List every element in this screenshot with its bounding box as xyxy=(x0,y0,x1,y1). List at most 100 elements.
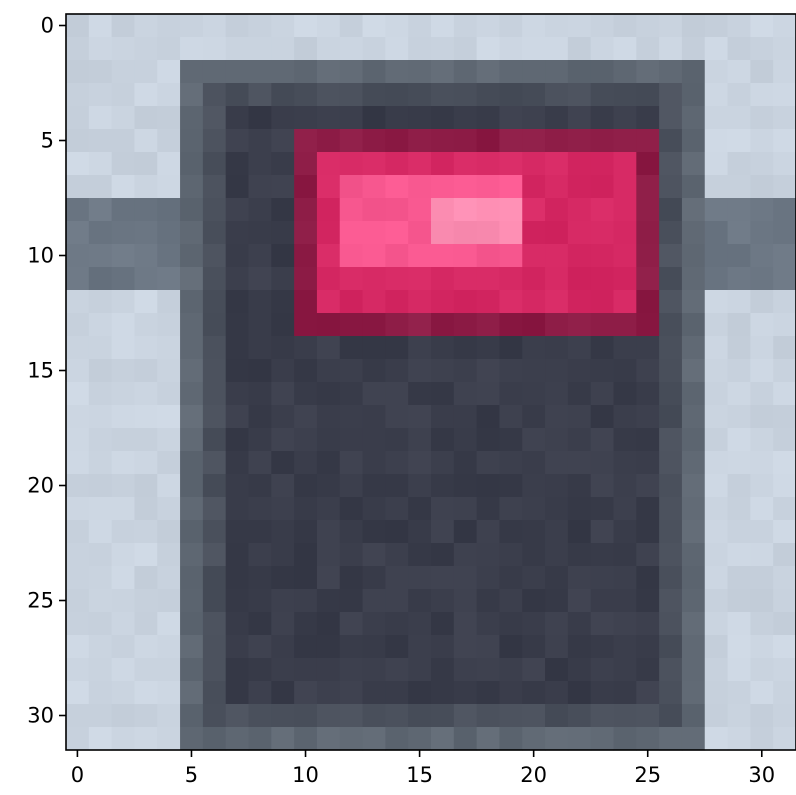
pixel-cell xyxy=(522,83,546,107)
y-tick-label: 15 xyxy=(27,359,54,383)
pixel-cell xyxy=(453,428,478,452)
pixel-cell xyxy=(180,336,204,360)
pixel-cell xyxy=(202,313,227,337)
pixel-cell xyxy=(180,290,204,314)
pixel-cell xyxy=(750,106,774,130)
pixel-cell xyxy=(316,313,341,337)
pixel-cell xyxy=(385,175,409,199)
pixel-cell xyxy=(545,60,569,84)
pixel-cell xyxy=(408,83,432,107)
pixel-cell xyxy=(750,497,774,521)
pixel-cell xyxy=(681,198,706,222)
pixel-cell xyxy=(294,382,318,406)
pixel-cell xyxy=(545,37,569,61)
pixel-cell xyxy=(385,589,409,613)
pixel-cell xyxy=(408,520,432,544)
pixel-cell xyxy=(750,244,774,268)
pixel-cell xyxy=(590,106,615,130)
pixel-cell xyxy=(180,382,204,406)
pixel-cell xyxy=(66,612,90,636)
pixel-cell xyxy=(773,152,796,176)
pixel-cell xyxy=(66,152,90,176)
pixel-cell xyxy=(431,290,455,314)
pixel-cell xyxy=(522,290,546,314)
pixel-cell xyxy=(248,14,272,38)
pixel-cell xyxy=(545,543,569,567)
pixel-cell xyxy=(362,60,386,84)
pixel-cell xyxy=(681,474,706,498)
pixel-cell xyxy=(704,635,729,659)
pixel-cell xyxy=(339,106,364,130)
pixel-cell xyxy=(773,543,796,567)
pixel-cell xyxy=(773,83,796,107)
pixel-cell xyxy=(773,474,796,498)
pixel-cell xyxy=(225,221,250,245)
pixel-cell xyxy=(567,704,592,728)
pixel-cell xyxy=(202,428,227,452)
pixel-cell xyxy=(522,37,546,61)
x-tick-label: 25 xyxy=(634,763,661,787)
pixel-cell xyxy=(567,83,592,107)
pixel-cell xyxy=(681,83,706,107)
pixel-cell xyxy=(408,221,432,245)
pixel-cell xyxy=(567,681,592,705)
pixel-cell xyxy=(408,382,432,406)
pixel-cell xyxy=(362,520,386,544)
pixel-cell xyxy=(453,520,478,544)
pixel-cell xyxy=(590,14,615,38)
pixel-cell xyxy=(225,543,250,567)
pixel-cell xyxy=(545,83,569,107)
pixel-cell xyxy=(408,451,432,475)
x-tick-label: 20 xyxy=(520,763,547,787)
pixel-cell xyxy=(453,681,478,705)
pixel-cell xyxy=(545,635,569,659)
pixel-cell xyxy=(385,359,409,383)
pixel-cell xyxy=(202,290,227,314)
pixel-cell xyxy=(704,428,729,452)
pixel-cell xyxy=(134,106,158,130)
pixel-cell xyxy=(727,60,751,84)
pixel-cell xyxy=(499,60,523,84)
pixel-cell xyxy=(545,313,569,337)
pixel-cell xyxy=(727,520,751,544)
pixel-cell xyxy=(476,543,501,567)
pixel-cell xyxy=(431,313,455,337)
pixel-cell xyxy=(316,704,341,728)
pixel-cell xyxy=(202,497,227,521)
pixel-cell xyxy=(111,60,136,84)
pixel-cell xyxy=(134,244,158,268)
pixel-cell xyxy=(522,60,546,84)
pixel-cell xyxy=(202,267,227,291)
pixel-cell xyxy=(157,727,181,751)
pixel-cell xyxy=(681,221,706,245)
pixel-cell xyxy=(681,290,706,314)
pixel-cell xyxy=(773,313,796,337)
pixel-cell xyxy=(453,451,478,475)
pixel-cell xyxy=(567,290,592,314)
pixel-cell xyxy=(522,543,546,567)
pixel-cell xyxy=(750,290,774,314)
pixel-cell xyxy=(773,290,796,314)
pixel-cell xyxy=(385,198,409,222)
pixel-cell xyxy=(499,37,523,61)
pixel-cell xyxy=(567,382,592,406)
pixel-cell xyxy=(316,382,341,406)
pixel-cell xyxy=(66,83,90,107)
pixel-cell xyxy=(111,313,136,337)
pixel-cell xyxy=(545,681,569,705)
pixel-cell xyxy=(431,727,455,751)
pixel-cell xyxy=(294,60,318,84)
pixel-cell xyxy=(66,681,90,705)
pixel-cell xyxy=(111,267,136,291)
pixel-cell xyxy=(294,129,318,153)
pixel-cell xyxy=(773,405,796,429)
pixel-cell xyxy=(316,106,341,130)
pixel-cell xyxy=(476,474,501,498)
pixel-cell xyxy=(659,474,683,498)
pixel-cell xyxy=(636,290,660,314)
pixel-cell xyxy=(476,14,501,38)
pixel-cell xyxy=(385,635,409,659)
pixel-cell xyxy=(659,589,683,613)
pixel-cell xyxy=(248,727,272,751)
